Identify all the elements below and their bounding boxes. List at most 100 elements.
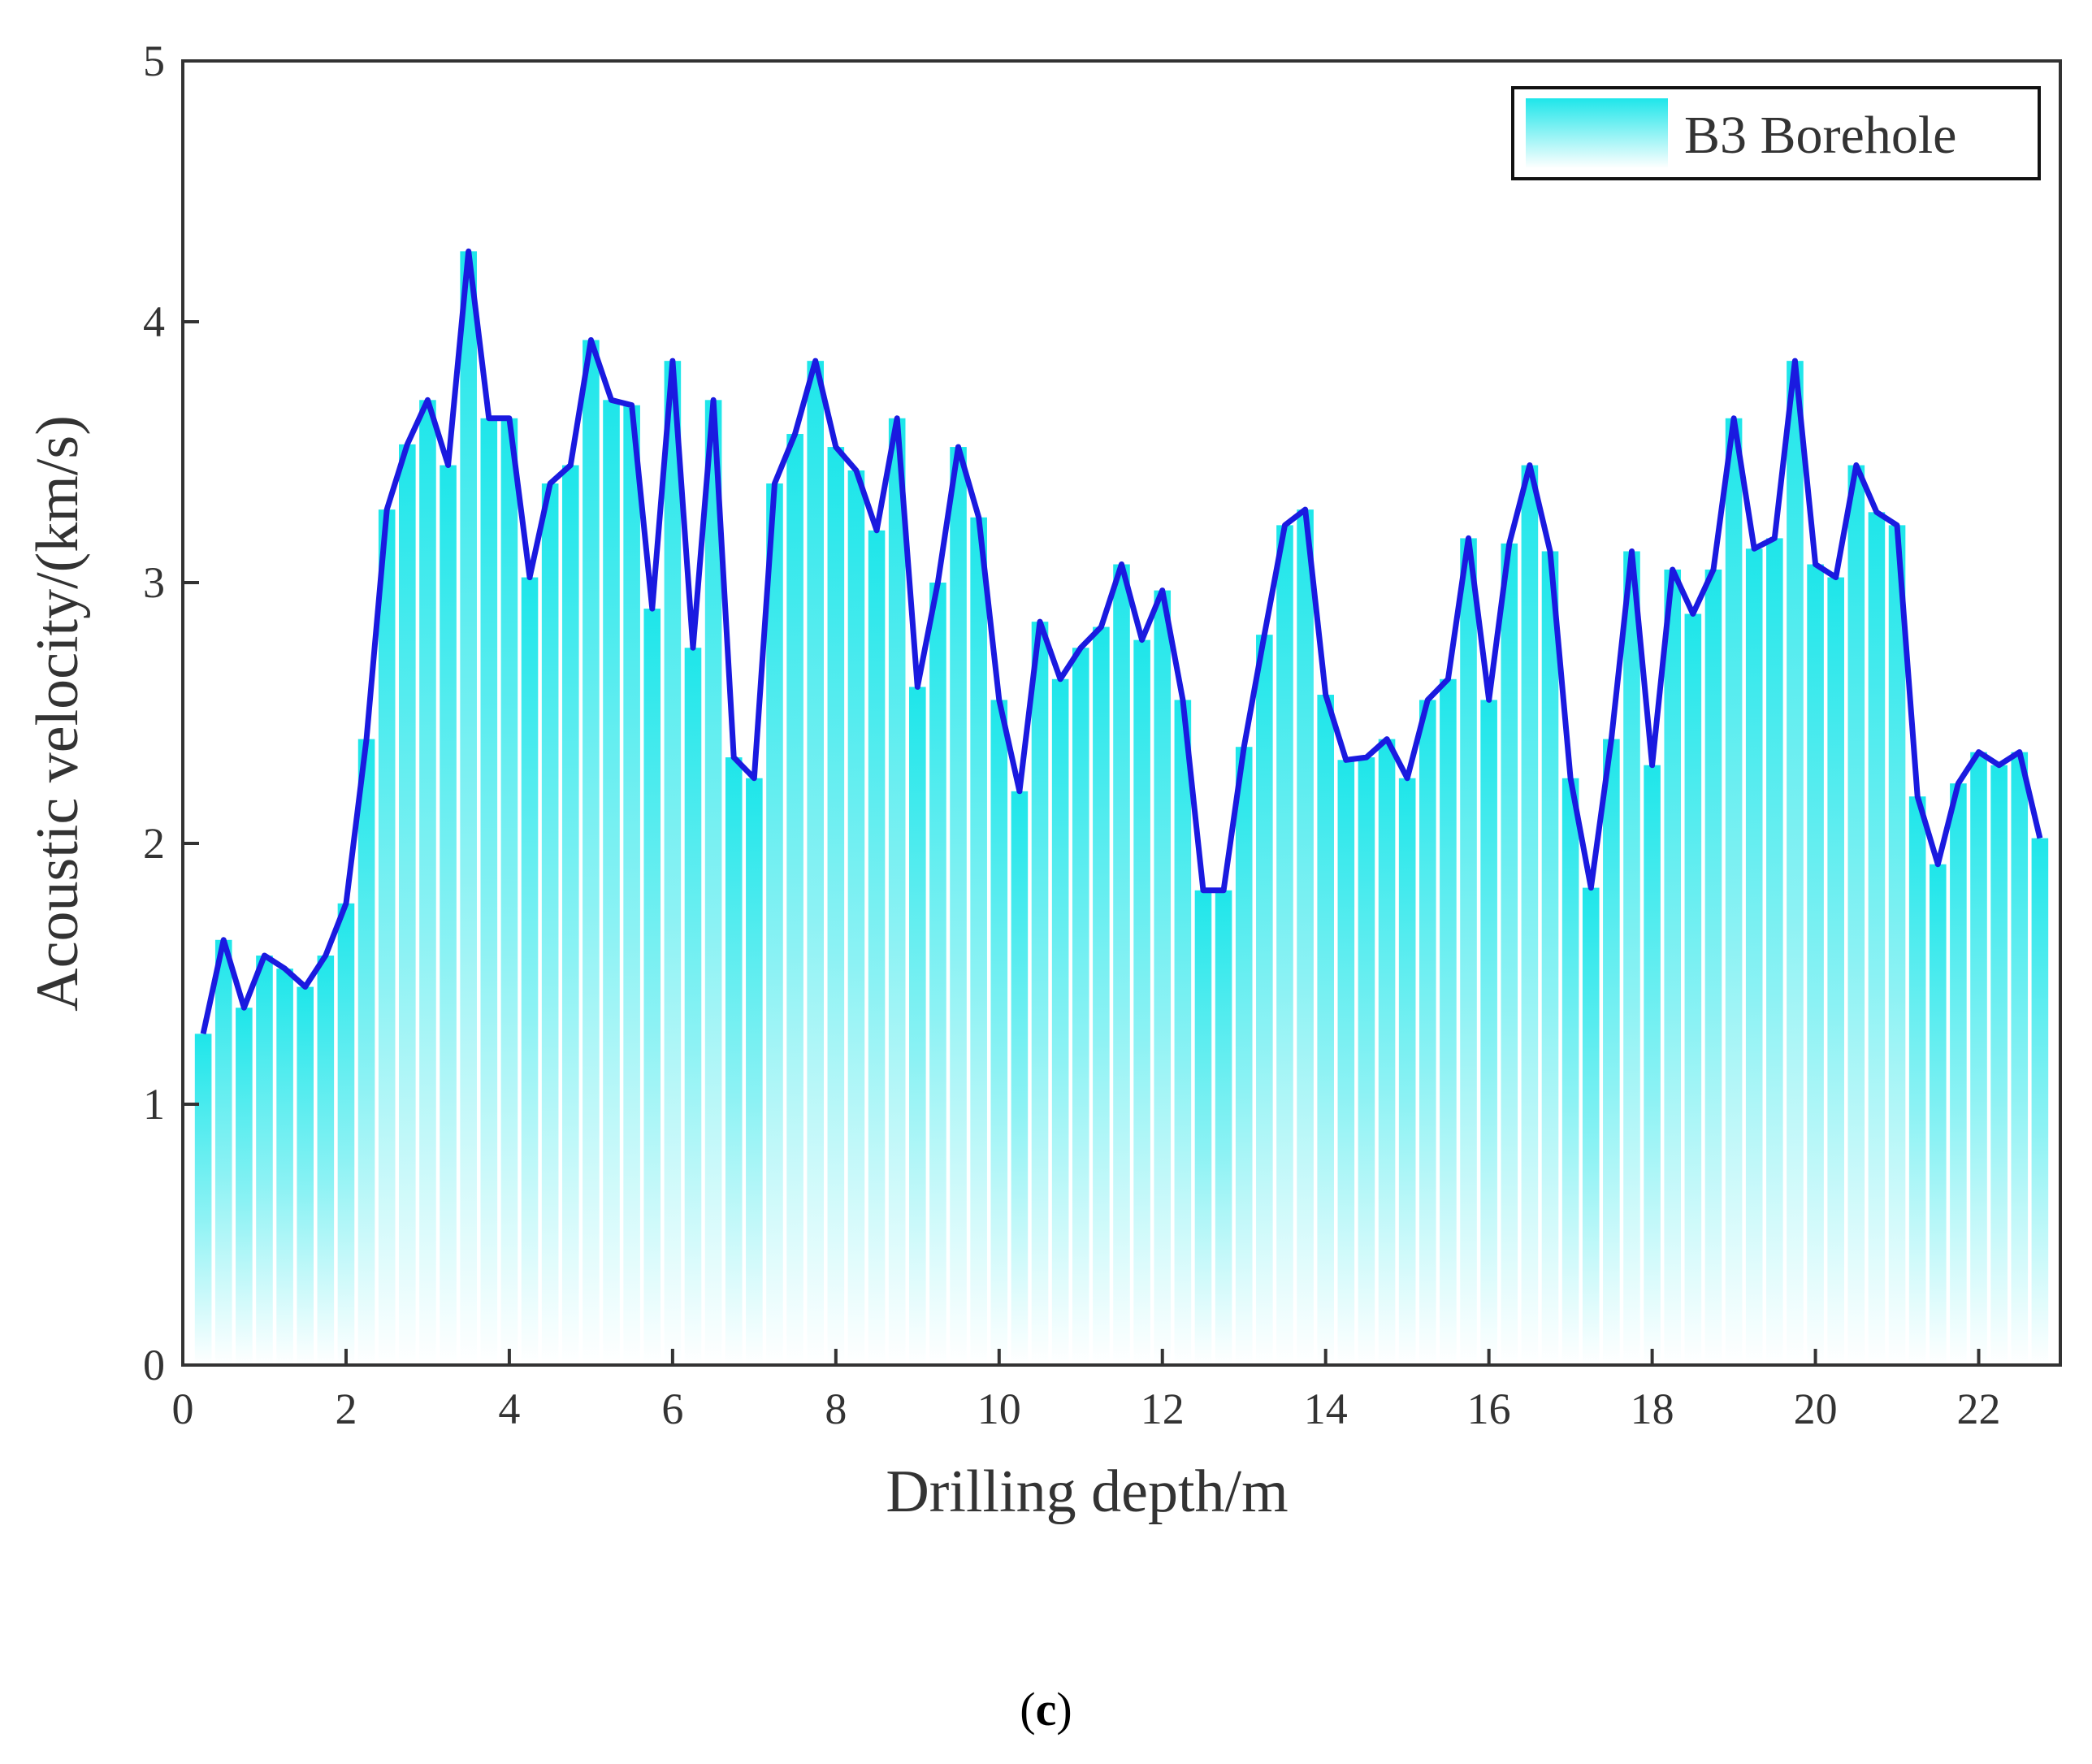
area-bar (1011, 791, 1029, 1365)
area-bar (704, 400, 722, 1365)
area-bar (725, 757, 743, 1365)
area-bar (1908, 796, 1926, 1365)
area-bar (1745, 548, 1763, 1365)
x-tick-label: 22 (1957, 1385, 2001, 1433)
figure-caption: (c) (1020, 1683, 1072, 1736)
area-bar (1950, 783, 1967, 1365)
area-bar (1521, 465, 1539, 1365)
area-bar (1603, 739, 1620, 1365)
y-tick-label: 0 (143, 1341, 165, 1389)
area-bar (643, 609, 661, 1365)
area-bar (990, 700, 1008, 1365)
area-bar (1827, 577, 1844, 1365)
area-bar (1113, 564, 1130, 1365)
area-bar (1072, 648, 1089, 1365)
area-bar (1276, 525, 1293, 1365)
area-bar (888, 418, 906, 1365)
x-tick-label: 4 (498, 1385, 520, 1433)
area-bar (1541, 551, 1559, 1365)
area-bar (1460, 538, 1477, 1365)
x-tick-label: 2 (335, 1385, 357, 1433)
area-bar (399, 444, 416, 1365)
area-bar (1664, 569, 1682, 1365)
area-bar (1133, 639, 1150, 1365)
area-bar (2011, 752, 2029, 1365)
area-bar (1337, 760, 1355, 1365)
area-bar (1704, 569, 1722, 1365)
y-tick-label: 1 (143, 1080, 165, 1129)
area-bar (623, 405, 640, 1365)
area-bar (1398, 778, 1416, 1365)
area-bar (256, 956, 273, 1365)
area-bar (603, 400, 620, 1365)
area-bar (194, 1034, 212, 1365)
area-bar (1847, 465, 1865, 1365)
x-tick-label: 14 (1304, 1385, 1348, 1433)
y-axis-title: Acoustic velocity/(km/s) (24, 415, 91, 1012)
y-tick-label: 3 (143, 558, 165, 607)
area-bar (684, 648, 702, 1365)
x-tick-label: 18 (1631, 1385, 1674, 1433)
area-bar (1418, 700, 1436, 1365)
area-bar (950, 447, 967, 1365)
area-bar (664, 361, 682, 1365)
area-bar (1501, 543, 1518, 1365)
area-bar (337, 903, 355, 1365)
area-bar (583, 340, 600, 1365)
area-bar (1480, 700, 1497, 1365)
x-tick-label: 8 (825, 1385, 847, 1433)
area-bar (357, 739, 375, 1365)
y-tick-label: 4 (143, 297, 165, 346)
area-bar (460, 251, 477, 1365)
area-bar (1378, 739, 1396, 1365)
area-bar (500, 418, 518, 1365)
x-tick-label: 6 (661, 1385, 683, 1433)
series-line (200, 248, 2043, 1035)
area-bar (1317, 695, 1334, 1365)
x-tick-label: 0 (172, 1385, 194, 1433)
area-bar (1725, 418, 1743, 1365)
x-tick-label: 12 (1141, 1385, 1185, 1433)
area-bar (440, 465, 457, 1365)
area-bar (909, 687, 926, 1365)
x-tick-label: 10 (977, 1385, 1021, 1433)
area-bar (827, 447, 845, 1365)
area-bar (561, 465, 579, 1365)
x-tick-label: 16 (1467, 1385, 1511, 1433)
x-tick-label: 20 (1794, 1385, 1838, 1433)
area-bar (1888, 525, 1906, 1365)
legend-swatch (1526, 98, 1668, 168)
area-bar (1970, 752, 1987, 1365)
x-axis-title: Drilling depth/m (886, 1458, 1288, 1525)
area-bar (786, 434, 803, 1365)
area-bar (1051, 678, 1069, 1365)
area-bar (1868, 512, 1886, 1365)
area-bar (276, 969, 293, 1365)
legend: B3 Borehole (1511, 86, 2041, 180)
area-bar (847, 470, 865, 1365)
area-bar (541, 483, 559, 1365)
area-bar (378, 509, 396, 1365)
legend-label: B3 Borehole (1684, 106, 1956, 165)
area-bar (1582, 887, 1600, 1365)
area-bar (970, 517, 987, 1365)
area-bar (1031, 622, 1049, 1365)
area-bar (1787, 361, 1804, 1365)
area-bar (1440, 678, 1457, 1365)
area-bar (1256, 635, 1273, 1365)
area-bar (480, 418, 498, 1365)
area-bar (1990, 765, 2008, 1365)
area-bar (766, 483, 783, 1365)
area-bar (1174, 700, 1192, 1365)
area-bar (2031, 838, 2049, 1365)
area-bar (1215, 890, 1232, 1365)
area-bar (1807, 564, 1824, 1365)
area-bar (868, 530, 886, 1365)
area-bar (419, 400, 436, 1365)
area-bar (807, 361, 825, 1365)
area-bar (1235, 747, 1253, 1365)
area-bar (521, 577, 539, 1365)
area-bar (236, 1008, 253, 1365)
area-bar (1623, 551, 1640, 1365)
